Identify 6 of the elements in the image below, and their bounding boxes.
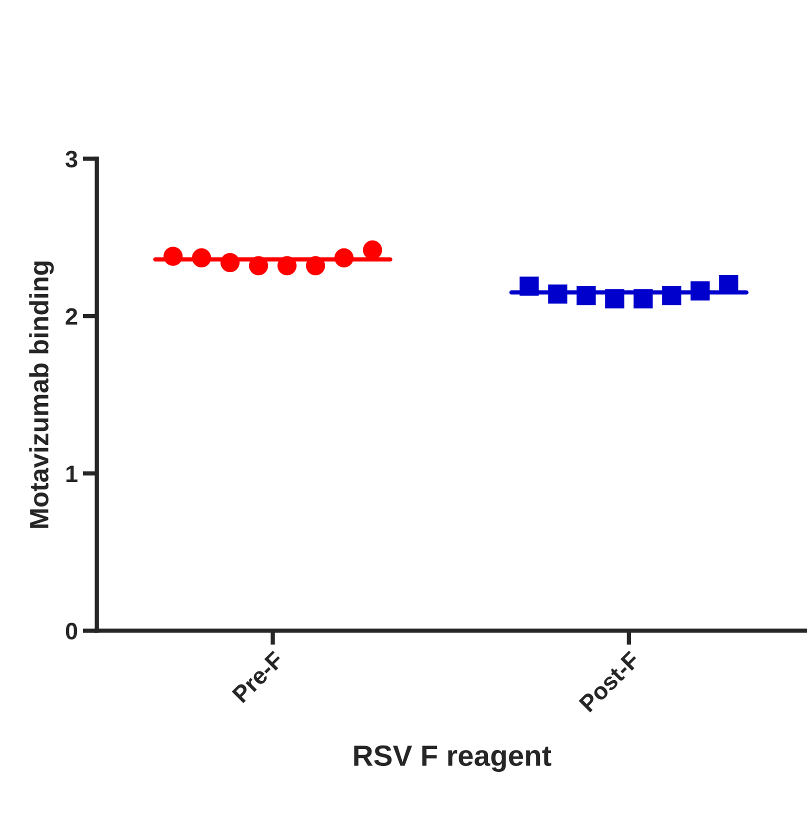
x-axis-title: RSV F reagent xyxy=(354,745,552,772)
y-tick-label: 3 xyxy=(66,150,78,168)
y-tick-label: 0 xyxy=(66,622,78,640)
y-axis-title: Motavizumab binding xyxy=(29,262,54,528)
y-tick-label: 1 xyxy=(66,466,78,482)
y-tick-label: 2 xyxy=(66,308,78,325)
